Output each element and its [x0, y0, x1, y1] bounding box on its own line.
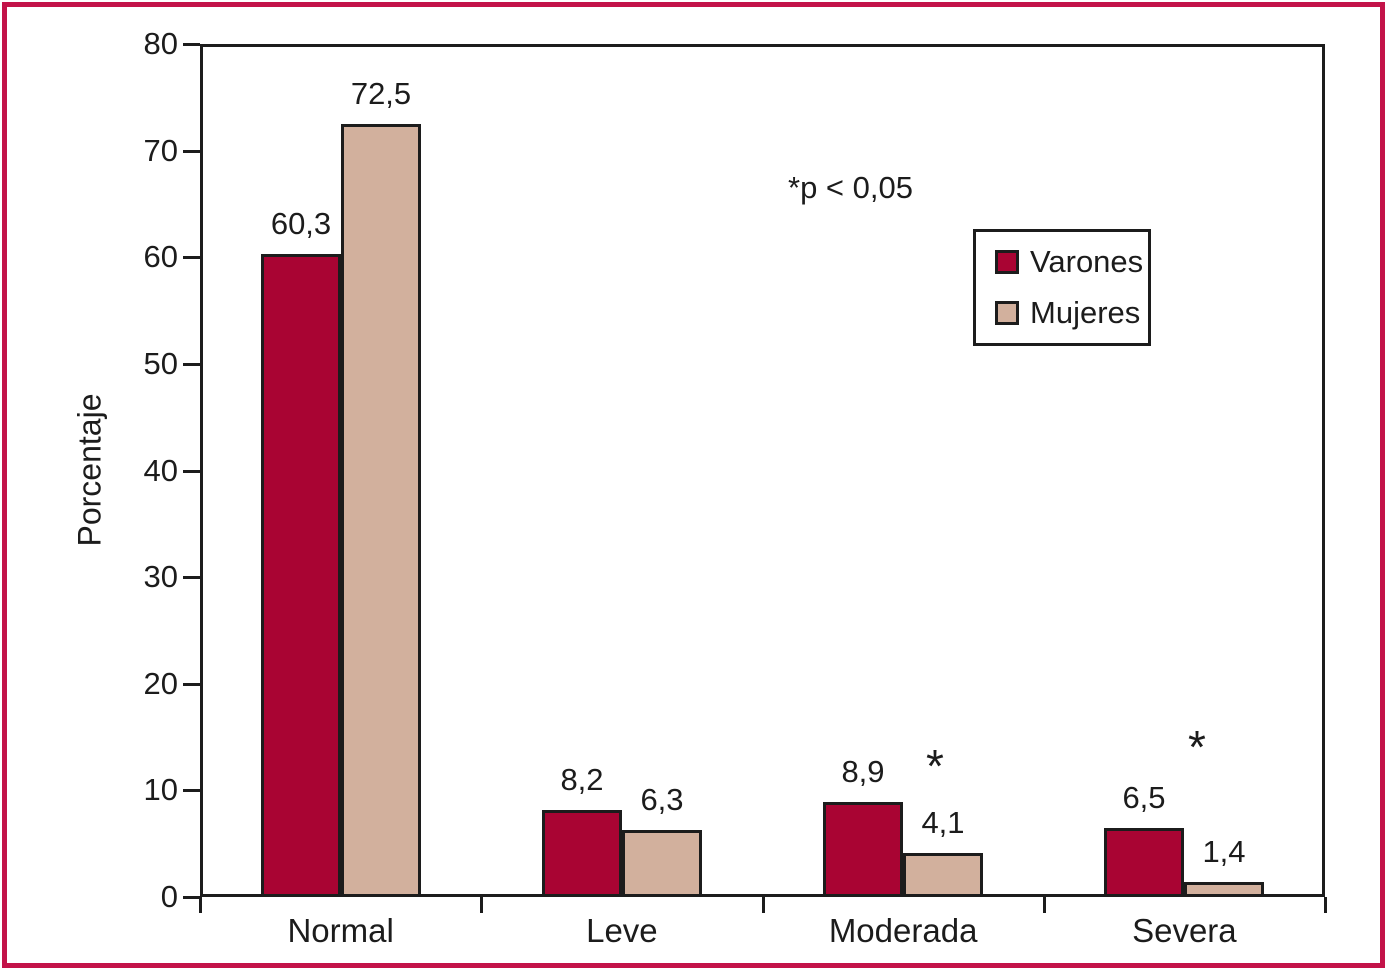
y-tick-label: 10: [143, 772, 178, 807]
p-value-annotation: *p < 0,05: [788, 170, 913, 205]
y-tick-mark: [183, 683, 200, 686]
value-label-varones-moderada: 8,9: [841, 754, 885, 789]
y-tick-mark: [183, 470, 200, 473]
value-label-mujeres-moderada: 4,1: [921, 805, 965, 840]
y-tick-label: 30: [143, 559, 178, 594]
bar-mujeres-moderada: [903, 853, 983, 897]
y-tick-label: 80: [143, 26, 178, 61]
legend-item-mujeres: Mujeres: [995, 297, 1148, 329]
value-label-varones-severa: 6,5: [1122, 780, 1166, 815]
y-tick-label: 50: [143, 346, 178, 381]
y-axis-title: Porcentaje: [71, 393, 108, 547]
legend-label-varones: Varones: [1030, 244, 1144, 279]
bar-varones-severa: [1104, 828, 1184, 897]
bar-varones-normal: [261, 254, 341, 897]
bar-varones-leve: [542, 810, 622, 897]
y-tick-mark: [183, 150, 200, 153]
mujeres-color-swatch-icon: [995, 301, 1019, 325]
legend-label-mujeres: Mujeres: [1030, 295, 1141, 330]
value-label-varones-leve: 8,2: [560, 762, 604, 797]
y-tick-mark: [183, 363, 200, 366]
category-label-moderada: Moderada: [828, 912, 978, 949]
y-tick-label: 0: [160, 879, 178, 914]
x-tick-mark: [762, 897, 765, 913]
bar-varones-moderada: [823, 802, 903, 897]
category-label-normal: Normal: [287, 912, 394, 949]
category-label-leve: Leve: [586, 912, 658, 949]
category-label-severa: Severa: [1132, 912, 1237, 949]
x-tick-mark: [199, 897, 202, 913]
y-tick-mark: [183, 896, 200, 899]
y-tick-mark: [183, 576, 200, 579]
bar-mujeres-severa: [1184, 882, 1264, 897]
y-tick-mark: [183, 789, 200, 792]
y-tick-label: 20: [143, 666, 178, 701]
x-tick-mark: [1043, 897, 1046, 913]
x-tick-mark: [1324, 897, 1327, 913]
bar-mujeres-normal: [341, 124, 421, 897]
value-label-mujeres-severa: 1,4: [1202, 834, 1246, 869]
bar-mujeres-leve: [622, 830, 702, 897]
legend-item-varones: Varones: [995, 246, 1148, 278]
value-label-varones-normal: 60,3: [270, 206, 332, 241]
varones-color-swatch-icon: [995, 250, 1019, 274]
y-tick-label: 60: [143, 239, 178, 274]
value-label-mujeres-leve: 6,3: [640, 782, 684, 817]
significance-asterisk-moderada: *: [926, 740, 944, 792]
y-tick-label: 40: [143, 453, 178, 488]
legend: Varones Mujeres: [973, 229, 1151, 346]
significance-asterisk-severa: *: [1188, 721, 1206, 773]
y-tick-mark: [183, 256, 200, 259]
y-tick-mark: [183, 43, 200, 46]
plot-frame: [200, 44, 1325, 897]
value-label-mujeres-normal: 72,5: [350, 76, 412, 111]
x-tick-mark: [480, 897, 483, 913]
y-tick-label: 70: [143, 133, 178, 168]
